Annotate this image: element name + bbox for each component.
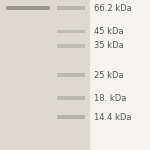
Text: 35 kDa: 35 kDa — [94, 41, 124, 50]
Text: 45 kDa: 45 kDa — [94, 27, 124, 36]
FancyBboxPatch shape — [0, 0, 90, 150]
FancyBboxPatch shape — [57, 30, 86, 33]
FancyBboxPatch shape — [6, 6, 50, 10]
FancyBboxPatch shape — [57, 115, 86, 119]
Text: 18. kDa: 18. kDa — [94, 94, 127, 103]
FancyBboxPatch shape — [57, 73, 86, 77]
FancyBboxPatch shape — [57, 96, 86, 100]
FancyBboxPatch shape — [90, 0, 150, 150]
FancyBboxPatch shape — [57, 6, 86, 10]
Text: 66.2 kDa: 66.2 kDa — [94, 4, 132, 13]
Text: 14.4 kDa: 14.4 kDa — [94, 112, 132, 122]
FancyBboxPatch shape — [57, 44, 86, 48]
Text: 25 kDa: 25 kDa — [94, 70, 124, 80]
